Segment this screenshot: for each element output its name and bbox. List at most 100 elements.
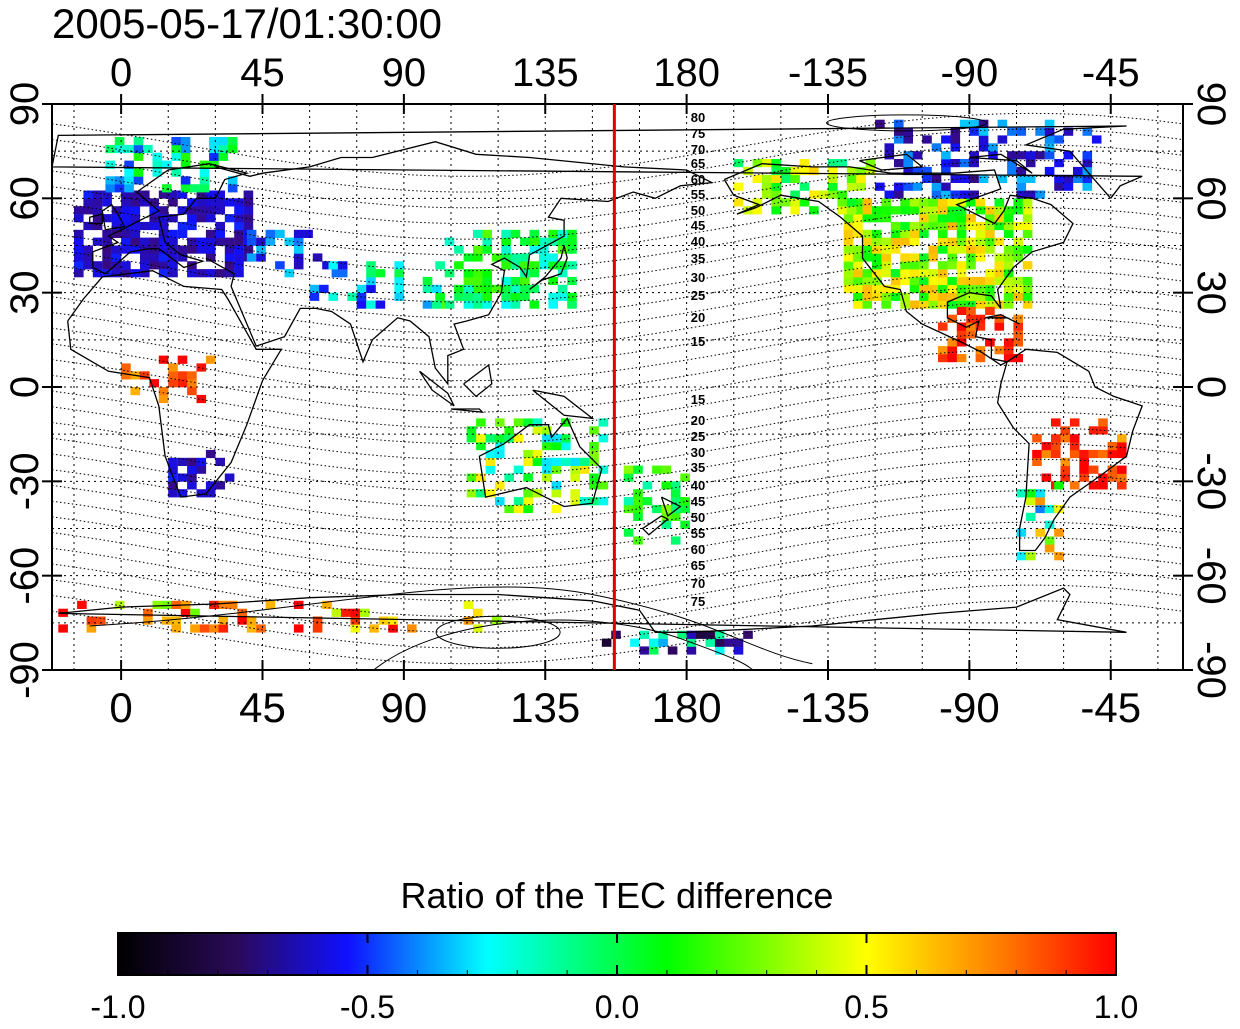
tec-cell bbox=[661, 520, 672, 529]
tec-cell bbox=[168, 481, 178, 490]
tec-cell bbox=[1044, 166, 1055, 176]
tec-cell bbox=[890, 269, 901, 278]
tec-cell bbox=[209, 624, 219, 633]
axis-ticks bbox=[42, 94, 1193, 680]
contour-label: 25 bbox=[691, 429, 705, 444]
tec-cell bbox=[872, 269, 882, 278]
tec-cell bbox=[947, 292, 957, 301]
tec-cell bbox=[1003, 300, 1014, 309]
tec-cell bbox=[284, 237, 295, 246]
tec-cell bbox=[1022, 221, 1033, 231]
tec-cell bbox=[293, 229, 304, 238]
tec-cell bbox=[293, 237, 304, 246]
tec-cell bbox=[303, 229, 313, 238]
tec-cell bbox=[510, 284, 521, 293]
tec-cell bbox=[168, 214, 178, 223]
tec-cell bbox=[853, 300, 863, 309]
tec-cell bbox=[1016, 489, 1027, 498]
tec-cell bbox=[828, 182, 838, 191]
tec-cell bbox=[947, 276, 957, 286]
tec-cell bbox=[601, 638, 612, 647]
tec-cell bbox=[473, 229, 483, 238]
tec-cell bbox=[234, 206, 244, 215]
tec-cell bbox=[1003, 229, 1014, 238]
tec-cell bbox=[875, 119, 885, 128]
tec-cell bbox=[322, 261, 332, 270]
tec-cell bbox=[1013, 330, 1023, 339]
tec-cell bbox=[941, 151, 951, 160]
colorbar-tick-label: 0.5 bbox=[844, 989, 888, 1024]
tec-cell bbox=[482, 229, 492, 238]
tec-cell bbox=[570, 489, 580, 498]
tec-cell bbox=[199, 624, 210, 633]
tec-cell bbox=[947, 314, 957, 323]
tec-cell bbox=[529, 261, 540, 270]
tec-cell bbox=[158, 387, 169, 396]
tec-cell bbox=[341, 608, 351, 617]
tec-cell bbox=[941, 190, 951, 199]
tec-cell bbox=[931, 182, 942, 191]
tec-cell bbox=[579, 465, 590, 474]
tec-cell bbox=[922, 135, 932, 144]
tec-cell bbox=[633, 489, 643, 498]
tec-cell bbox=[542, 473, 552, 482]
tec-cell bbox=[140, 221, 150, 231]
contour-label: 75 bbox=[691, 126, 705, 141]
tec-cell bbox=[513, 434, 524, 443]
tec-cell bbox=[83, 245, 93, 254]
tec-cell bbox=[158, 190, 169, 199]
tec-cell bbox=[956, 245, 967, 254]
tec-cell bbox=[928, 206, 939, 215]
tec-cell bbox=[523, 457, 533, 466]
tec-cell bbox=[862, 214, 873, 223]
tec-cell bbox=[529, 229, 540, 238]
tec-cell bbox=[733, 198, 744, 207]
tec-cell bbox=[102, 190, 112, 199]
tec-cell bbox=[312, 624, 323, 633]
tec-cell bbox=[551, 504, 562, 514]
tec-cell bbox=[978, 127, 989, 136]
tec-cell bbox=[598, 418, 609, 427]
tec-cell bbox=[598, 465, 609, 474]
tec-cell bbox=[224, 237, 235, 246]
coastline bbox=[984, 314, 1020, 325]
tec-cell bbox=[862, 245, 873, 254]
tec-cell bbox=[589, 497, 599, 506]
tec-cell bbox=[224, 473, 235, 482]
tec-cell bbox=[510, 292, 521, 301]
tec-cell bbox=[83, 261, 93, 270]
tec-cell bbox=[432, 300, 442, 309]
tec-cell bbox=[853, 206, 863, 215]
tec-cell bbox=[520, 261, 530, 270]
tec-cell bbox=[140, 253, 150, 262]
tec-cell bbox=[938, 269, 948, 278]
tec-cell bbox=[337, 269, 348, 278]
coastlines bbox=[52, 125, 1144, 633]
tec-cell bbox=[187, 214, 197, 223]
tec-cell bbox=[862, 253, 873, 262]
tec-cell bbox=[623, 497, 634, 506]
tec-cell bbox=[491, 253, 502, 262]
tec-cell bbox=[130, 206, 141, 215]
tec-cell bbox=[1098, 481, 1108, 490]
tec-cell bbox=[994, 198, 1005, 207]
tec-cell bbox=[872, 292, 882, 301]
tec-cell bbox=[1079, 457, 1089, 466]
tec-cell bbox=[328, 292, 339, 301]
tec-cell bbox=[1107, 449, 1118, 459]
tec-cell bbox=[1107, 442, 1118, 451]
tec-cell bbox=[256, 245, 266, 254]
tec-cell bbox=[366, 269, 376, 278]
tec-cell bbox=[196, 206, 207, 215]
tec-cell bbox=[642, 497, 653, 506]
contour-label: 15 bbox=[691, 392, 705, 407]
tec-cell bbox=[520, 269, 530, 278]
tec-patches bbox=[58, 119, 1127, 655]
tec-cell bbox=[1082, 174, 1093, 183]
tec-cell bbox=[356, 300, 367, 309]
tec-cell bbox=[366, 276, 376, 286]
tec-cell bbox=[243, 221, 254, 231]
tec-cell bbox=[130, 229, 141, 238]
tec-cell bbox=[966, 300, 976, 309]
tec-cell bbox=[162, 184, 172, 193]
